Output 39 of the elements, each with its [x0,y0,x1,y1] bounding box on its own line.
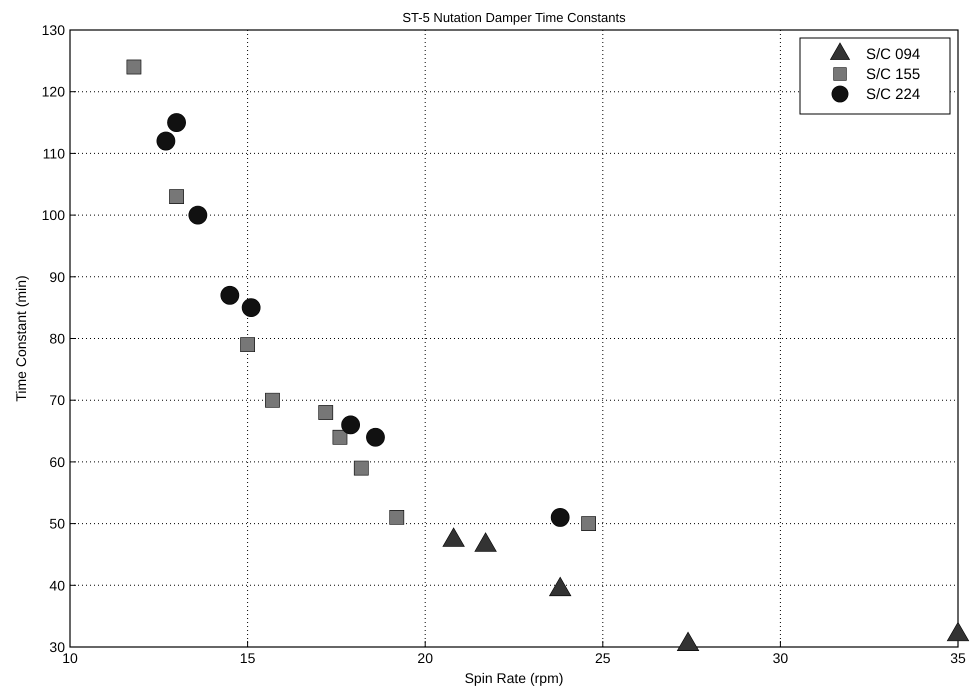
point [318,405,334,420]
point [341,416,360,434]
point [389,510,404,525]
point [188,206,208,224]
point [581,516,596,531]
point [242,298,261,318]
y-tick-label: 40 [49,577,66,594]
x-axis-title: Spin Rate (rpm) [464,670,564,686]
x-tick-label: 30 [772,650,788,666]
legend-label: S/C 224 [866,86,920,103]
chart-title: ST-5 Nutation Damper Time Constants [402,10,626,25]
y-tick-label: 100 [42,207,66,224]
x-tick-label: 25 [595,650,611,666]
point [126,60,142,74]
point [167,113,186,132]
y-tick-label: 120 [42,84,66,100]
point [265,392,280,408]
y-tick-label: 30 [49,639,66,655]
y-tick-label: 70 [49,392,66,408]
y-axis-title: Time Constant (min) [13,275,29,402]
y-tick-label: 50 [49,516,66,532]
point [240,337,255,352]
y-tick-label: 90 [49,268,66,285]
y-tick-label: 80 [49,330,66,346]
legend-label: S/C 155 [866,66,920,83]
point [550,508,570,527]
point [220,286,240,305]
point [156,132,176,150]
point [332,430,348,445]
x-tick-label: 20 [417,650,434,666]
x-tick-label: 15 [240,650,256,666]
point [366,428,385,447]
legend-label: S/C 094 [866,46,920,63]
x-tick-label: 35 [950,650,966,666]
y-tick-label: 60 [49,454,66,470]
y-tick-label: 110 [42,145,66,162]
y-tick-label: 130 [42,22,66,38]
point [354,460,369,476]
point [169,189,184,204]
